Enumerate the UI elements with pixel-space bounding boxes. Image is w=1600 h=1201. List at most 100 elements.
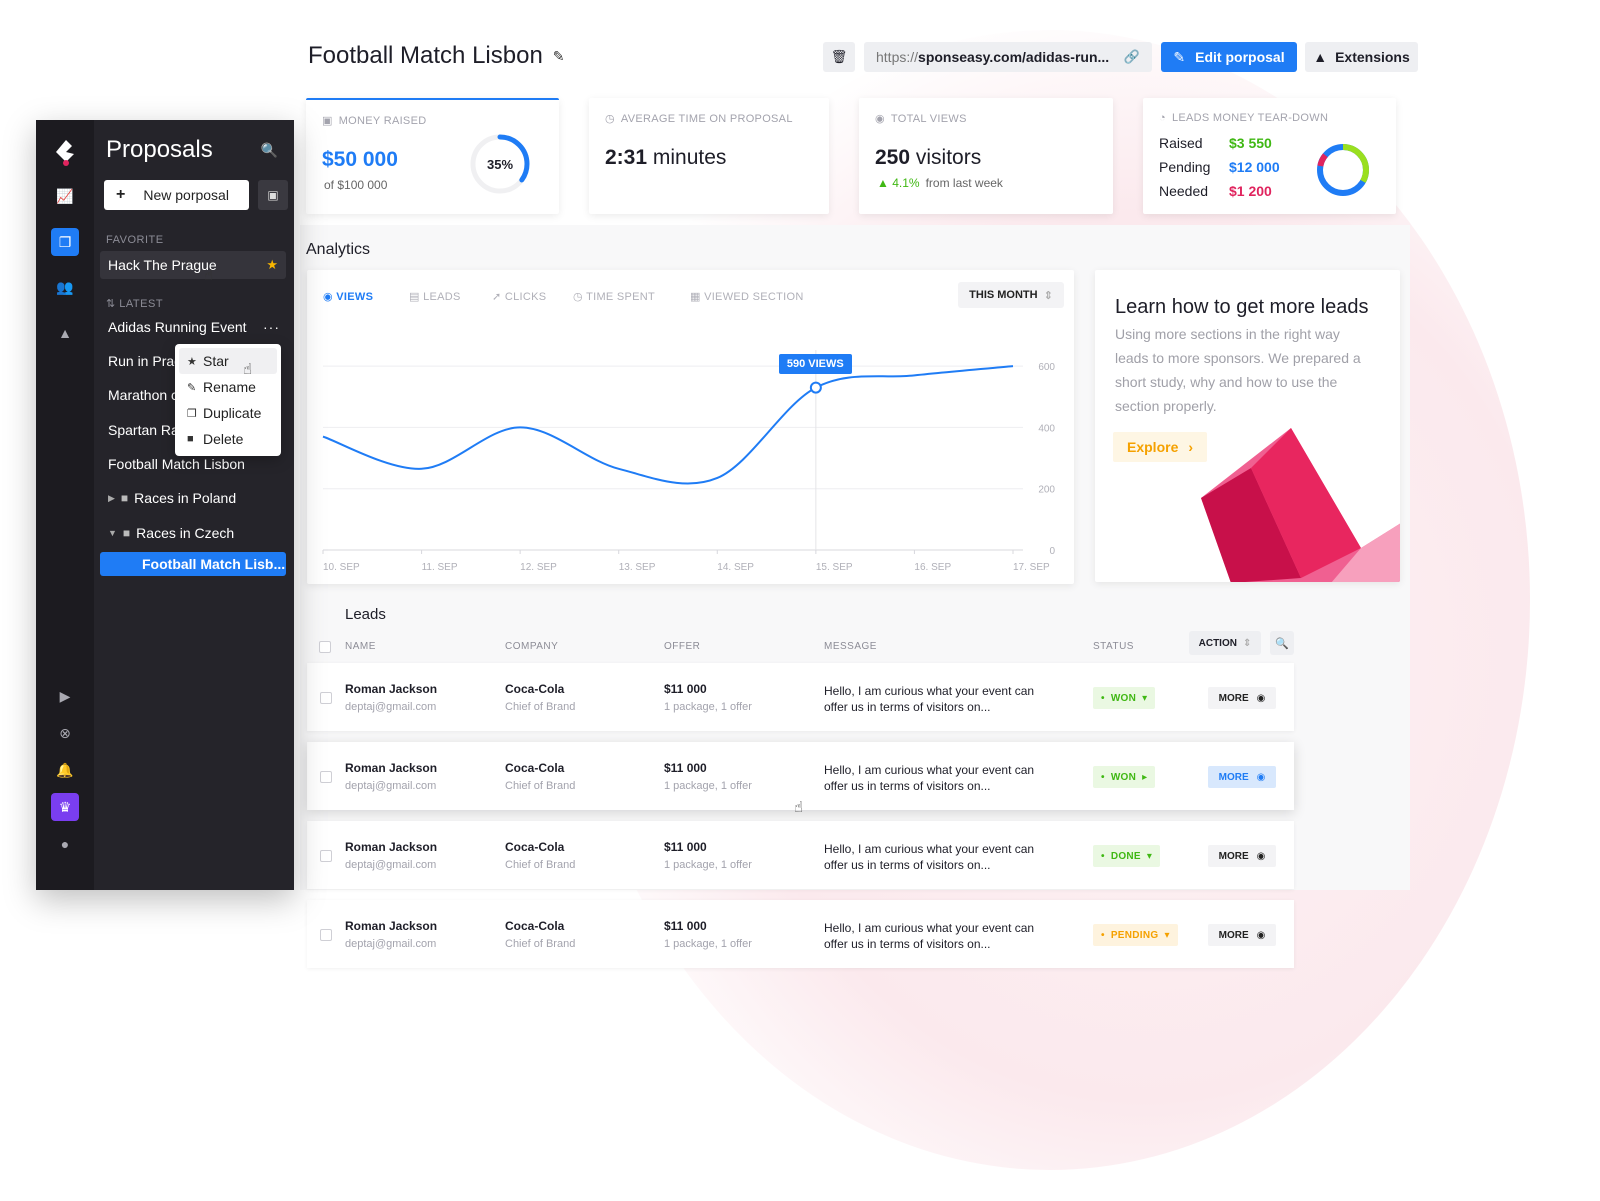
status-badge[interactable]: • PENDING ▾ — [1093, 924, 1178, 946]
eye-icon: ◉ — [1256, 929, 1266, 941]
table-search-button[interactable]: 🔍 — [1270, 631, 1294, 655]
status-badge[interactable]: • WON ▾ — [1093, 687, 1156, 709]
leads-title: Leads — [345, 606, 386, 623]
views-series-line — [322, 365, 1014, 485]
lead-offer: $11 000 — [664, 682, 707, 696]
action-select[interactable]: ACTION ⇕ — [1189, 631, 1261, 655]
learn-title: Learn how to get more leads — [1115, 296, 1369, 318]
table-row[interactable]: Roman Jackson deptaj@gmail.com Coca-Cola… — [307, 663, 1294, 731]
edit-proposal-button[interactable]: ✎ Edit porposal — [1161, 42, 1297, 72]
menu-item-star[interactable]: ★ Star — [179, 348, 277, 374]
eye-icon: ◉ — [1256, 692, 1266, 704]
total-views-unit: visitors — [915, 146, 982, 169]
avg-time-label: ◷ AVERAGE TIME ON PROPOSAL — [605, 112, 793, 125]
link-icon[interactable]: 🔗 — [1123, 49, 1140, 64]
lead-message: Hello, I am curious what your event can … — [824, 921, 1035, 951]
users-icon[interactable]: 👥 — [56, 278, 74, 295]
search-icon[interactable]: 🔍 — [260, 142, 278, 158]
row-checkbox[interactable] — [320, 771, 332, 783]
total-views-value: 250 — [875, 146, 911, 169]
lead-offer: $11 000 — [664, 761, 707, 775]
folder-plus-icon: ▣ — [267, 188, 279, 202]
user-icon[interactable]: ● — [60, 836, 70, 852]
sidebar-item[interactable]: Adidas Running Event ··· — [108, 319, 280, 335]
money-icon: ▣ — [322, 115, 333, 127]
menu-item-duplicate[interactable]: ❐ Duplicate — [187, 405, 262, 421]
app-logo[interactable] — [56, 140, 74, 166]
learn-more-card: Learn how to get more leads Using more s… — [1095, 270, 1400, 582]
lead-name: Roman Jackson — [345, 682, 438, 696]
url-protocol: https:// — [876, 49, 919, 65]
select-all-checkbox[interactable] — [319, 641, 331, 653]
status-badge[interactable]: • WON ▸ — [1093, 766, 1156, 788]
more-options-icon[interactable]: ··· — [263, 319, 280, 335]
icon-rail: 📈 ❐ 👥 ▲ ▶ ⊗ 🔔 ♛ ● — [36, 120, 94, 890]
tab-views[interactable]: ◉ VIEWS — [323, 291, 374, 303]
sidebar-item[interactable]: Run in Prag — [108, 353, 182, 369]
hand-cursor-icon: ☝ — [794, 799, 804, 816]
header-company: COMPANY — [505, 641, 559, 652]
hand-cursor-icon: ☝ — [243, 361, 253, 378]
pencil-icon: ✎ — [1173, 48, 1186, 65]
row-checkbox[interactable] — [320, 850, 332, 862]
analytics-icon[interactable]: 📈 — [56, 187, 74, 204]
caret-down-icon: ▾ — [1146, 850, 1153, 862]
help-icon[interactable]: ⊗ — [59, 724, 71, 741]
leads-money-raised: Raised $3 550 — [1159, 135, 1272, 151]
lead-name: Roman Jackson — [345, 761, 438, 775]
header-name: NAME — [345, 641, 376, 652]
extensions-button[interactable]: ▲ Extensions — [1305, 42, 1418, 72]
caret-down-icon: ▾ — [1164, 929, 1170, 941]
sort-icon: ⇕ — [1043, 289, 1053, 302]
date-range-select[interactable]: THIS MONTH ⇕ — [958, 282, 1064, 308]
table-row[interactable]: Roman Jackson deptaj@gmail.com Coca-Cola… — [307, 821, 1294, 889]
more-button[interactable]: MORE ◉ — [1208, 687, 1276, 709]
url-field[interactable]: https:// sponseasy.com/adidas-run... 🔗 — [864, 42, 1152, 72]
sidebar-item[interactable]: Marathon c — [108, 387, 179, 403]
context-menu: ★ Star ✎ Rename ❐ Duplicate ■ Delete — [175, 344, 281, 456]
table-row[interactable]: Roman Jackson deptaj@gmail.com Coca-Cola… — [307, 900, 1294, 968]
decorative-3d-shape — [1201, 428, 1400, 582]
explore-button[interactable]: Explore › — [1113, 432, 1208, 462]
star-icon[interactable]: ★ — [266, 257, 278, 272]
x-tick-label: 14. SEP — [717, 562, 754, 573]
table-row[interactable]: Roman Jackson deptaj@gmail.com Coca-Cola… — [307, 742, 1294, 816]
new-proposal-button[interactable]: + New porposal — [104, 180, 249, 210]
shapes-icon[interactable]: ▲ — [58, 325, 72, 341]
new-folder-button[interactable]: ▣ — [258, 180, 288, 210]
more-button[interactable]: MORE ◉ — [1208, 924, 1276, 946]
lead-role: Chief of Brand — [505, 780, 576, 792]
video-icon[interactable]: ▶ — [59, 687, 71, 704]
menu-item-rename[interactable]: ✎ Rename — [187, 379, 256, 395]
delete-button[interactable]: 🗑 — [823, 42, 855, 72]
row-checkbox[interactable] — [320, 929, 332, 941]
caret-down-icon: ▼ — [108, 528, 117, 538]
proposals-icon[interactable]: ❐ — [51, 228, 79, 256]
sidebar-folder[interactable]: ▼ ■ Races in Czech — [108, 525, 235, 541]
more-button[interactable]: MORE ◉ — [1208, 766, 1276, 788]
tab-time-spent[interactable]: ◷ TIME SPENT — [573, 291, 656, 303]
menu-item-delete[interactable]: ■ Delete — [187, 431, 244, 447]
sidebar-item-selected[interactable]: Football Match Lisb... — [100, 552, 286, 576]
status-badge[interactable]: • DONE ▾ — [1093, 845, 1161, 867]
pencil-icon[interactable]: ✎ — [552, 47, 565, 64]
tab-clicks[interactable]: ➚ CLICKS — [492, 291, 547, 303]
tab-viewed-section[interactable]: ▦ VIEWED SECTION — [690, 291, 804, 303]
sidebar-folder[interactable]: ▶ ■ Races in Poland — [108, 490, 237, 506]
plus-icon: + — [116, 186, 126, 203]
sidebar-item-favorite[interactable]: Hack The Prague ★ — [100, 251, 286, 279]
views-delta: 4.1% — [892, 176, 920, 190]
row-checkbox[interactable] — [320, 692, 332, 704]
crown-icon[interactable]: ♛ — [51, 793, 79, 821]
lead-offer-detail: 1 package, 1 offer — [664, 859, 752, 871]
more-button[interactable]: MORE ◉ — [1208, 845, 1276, 867]
sidebar-item[interactable]: Football Match Lisbon — [108, 456, 245, 472]
tab-leads[interactable]: ▤ LEADS — [409, 291, 461, 303]
leads-money-donut — [1317, 144, 1369, 196]
leads-money-needed: Needed $1 200 — [1159, 183, 1272, 199]
shapes-icon: ▲ — [1313, 49, 1328, 65]
sidebar-item[interactable]: Spartan Ra — [108, 422, 179, 438]
lead-message: Hello, I am curious what your event can … — [824, 763, 1035, 793]
pencil-icon: ✎ — [187, 381, 197, 394]
bell-icon[interactable]: 🔔 — [56, 761, 74, 778]
